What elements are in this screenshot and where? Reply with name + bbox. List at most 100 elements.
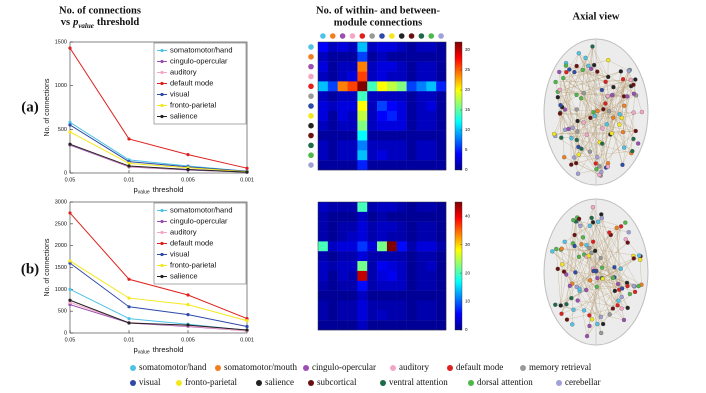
heatmap-cell (436, 140, 447, 151)
brain-node (587, 313, 592, 318)
heatmap-cell (406, 160, 417, 171)
brain-node (584, 287, 589, 293)
heatmap-cell (327, 270, 338, 281)
heatmap-cell (377, 120, 388, 131)
brain-node (595, 155, 600, 160)
heatmap-cell (367, 231, 378, 242)
module-legend-dot (308, 380, 314, 386)
module-legend-label: fronto-parietal (185, 377, 237, 387)
heatmap-cell (386, 120, 397, 131)
heatmap-cell (426, 101, 437, 112)
brain-node (555, 266, 560, 272)
brain-node (571, 307, 576, 312)
x-tick-label: 0.001 (240, 177, 254, 183)
heatmap-cell (337, 261, 348, 272)
heatmap-cell (367, 202, 378, 213)
brain-edge (586, 256, 602, 334)
brain-node (609, 93, 615, 98)
x-tick-label: 0.01 (124, 177, 135, 183)
brain-node (567, 283, 573, 289)
brain-edge (586, 255, 634, 337)
brain-node (561, 75, 566, 81)
brain-node (611, 84, 616, 90)
data-point (127, 316, 131, 321)
heatmap-cell (347, 241, 358, 252)
heatmap-cell (347, 251, 358, 262)
brain-node (583, 55, 588, 60)
heatmap-cell (386, 42, 397, 53)
heatmap-cell (426, 120, 437, 131)
brain-node (576, 152, 581, 157)
module-dot (408, 33, 415, 39)
brain-edge (566, 220, 574, 275)
heatmap-cell (318, 42, 329, 53)
y-tick-label: 1500 (55, 265, 67, 271)
module-legend-dot (215, 365, 221, 371)
heatmap-cell (357, 101, 368, 112)
heatmap-cell (386, 81, 397, 92)
heatmap-cell (436, 130, 447, 141)
heatmap-cell (396, 81, 407, 92)
brain-edge (592, 217, 603, 269)
heatmap-cell (426, 241, 437, 252)
heatmap-cell (416, 320, 427, 331)
legend-marker (160, 274, 164, 279)
header-text: vs (61, 17, 70, 28)
brain-node (569, 136, 574, 141)
heatmap-cell (327, 320, 338, 331)
module-dot (308, 162, 314, 168)
heatmap-cell (396, 221, 407, 232)
heatmap-cell (426, 211, 437, 222)
module-dot (369, 33, 375, 39)
heatmap-cell (327, 251, 338, 262)
brain-node (557, 87, 562, 93)
heatmap-cell (406, 51, 417, 62)
brain-node (595, 321, 600, 327)
heatmap-cell (386, 290, 397, 301)
brain-node (631, 256, 636, 261)
heatmap-cell (357, 81, 368, 92)
heatmap-cell (406, 211, 417, 222)
module-dot (438, 33, 444, 39)
heatmap-cell (436, 211, 447, 222)
heatmap-cell (406, 221, 417, 232)
heatmap-cell (337, 150, 348, 161)
heatmap-cell (327, 150, 338, 161)
heatmap-cell (377, 320, 388, 331)
heatmap-cell (416, 280, 427, 291)
brain-node (563, 63, 569, 68)
brain-node (607, 230, 612, 235)
brain-edge (577, 120, 603, 144)
heatmap-cell (386, 310, 397, 321)
brain-node (592, 248, 598, 254)
legend-label: fronto-parietal (170, 100, 217, 109)
heatmap-cell (337, 290, 348, 301)
brain-node (638, 257, 643, 262)
heatmap-cell (357, 270, 368, 281)
brain-node (600, 126, 605, 131)
heatmap-cell (318, 160, 329, 171)
brain-edge (563, 77, 602, 91)
brain-node (574, 137, 579, 143)
module-legend-dot (556, 380, 562, 386)
brain-edge (555, 277, 614, 306)
brain-node (581, 90, 586, 96)
legend-marker (160, 103, 164, 108)
heatmap-cell (406, 130, 417, 141)
heatmap-cell (347, 300, 358, 311)
heatmap-cell (327, 71, 338, 82)
heatmap-cell (347, 101, 358, 112)
heatmap-cell (436, 231, 447, 242)
brain-node (590, 239, 596, 244)
module-legend-dot (520, 365, 526, 371)
brain-node (559, 135, 564, 140)
data-point (245, 170, 249, 174)
brain-node (630, 148, 635, 154)
brain-edge (610, 134, 633, 152)
brain-node (574, 161, 579, 166)
brain-node (600, 141, 605, 146)
legend-marker (160, 252, 164, 257)
heatmap-cell (436, 160, 447, 171)
x-axis-label-part: p (134, 185, 138, 194)
brain-edge (572, 243, 615, 278)
